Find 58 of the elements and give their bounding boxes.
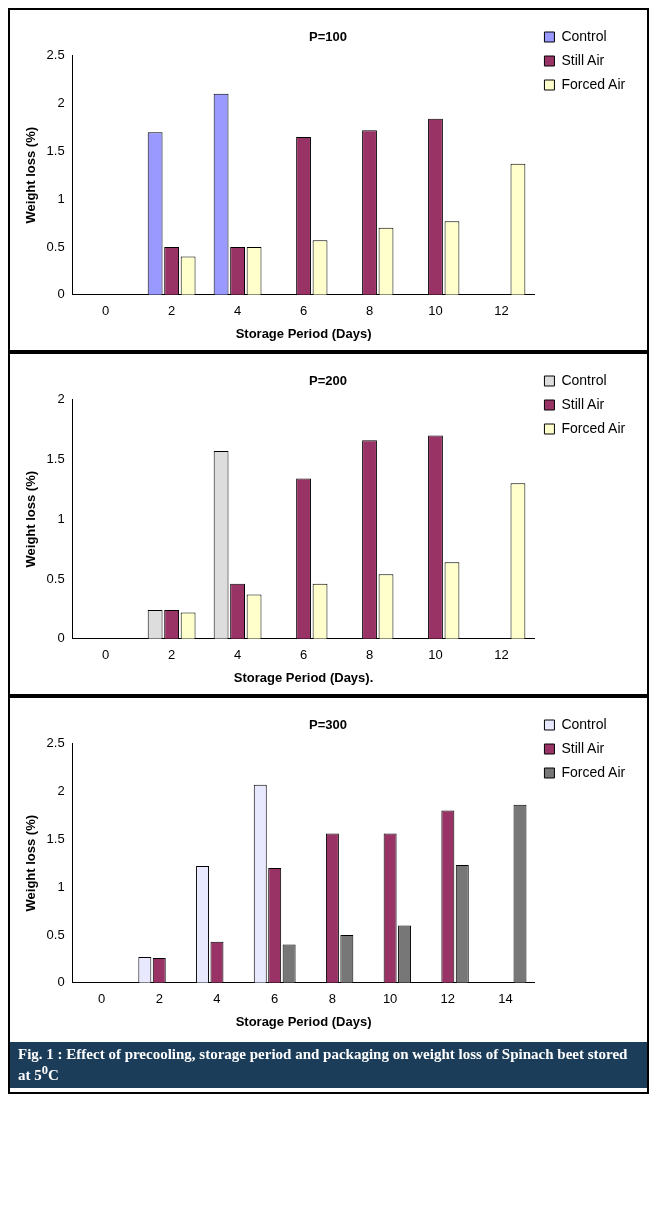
legend-label: Control bbox=[561, 371, 607, 388]
x-tick-label: 6 bbox=[299, 647, 308, 663]
legend-label: Still Air bbox=[561, 51, 605, 68]
x-tick-label: 8 bbox=[365, 303, 374, 319]
y-tick-label: 1.5 bbox=[46, 830, 65, 846]
x-tick-label: 2 bbox=[155, 991, 163, 1007]
legend-label: Forced Air bbox=[561, 763, 626, 780]
y-tick-label: 1.5 bbox=[46, 450, 65, 466]
y-tick-label: 1.5 bbox=[46, 142, 65, 158]
x-tick-label: 2 bbox=[168, 647, 176, 663]
y-tick-label: 2 bbox=[57, 391, 65, 407]
y-axis-title: Weight loss (%) bbox=[23, 814, 39, 912]
x-tick-label: 10 bbox=[382, 991, 398, 1007]
legend-label: Still Air bbox=[561, 739, 605, 756]
x-tick-label: 12 bbox=[494, 303, 509, 319]
y-tick-label: 1 bbox=[57, 878, 65, 894]
y-tick-label: 0.5 bbox=[46, 570, 65, 586]
legend-label: Control bbox=[561, 715, 607, 732]
x-tick-label: 4 bbox=[233, 303, 242, 319]
x-tick-label: 4 bbox=[233, 647, 242, 663]
legend-label: Control bbox=[561, 27, 607, 44]
x-tick-label: 4 bbox=[213, 991, 221, 1007]
x-tick-label: 0 bbox=[97, 991, 106, 1007]
y-tick-label: 0 bbox=[57, 974, 65, 990]
x-axis-title: Storage Period (Days). bbox=[233, 669, 374, 685]
y-tick-label: 2.5 bbox=[46, 47, 65, 63]
caption: Fig. 1 : Effect of precooling, storage period and packaging on weight loss of Spinach beet stored at 5$^{0}$C bbox=[10, 1042, 647, 1088]
chart-title: P=300 bbox=[309, 717, 347, 733]
chart-title: P=200 bbox=[309, 373, 347, 389]
x-tick-label: 8 bbox=[328, 991, 337, 1007]
x-tick-label: 8 bbox=[365, 647, 374, 663]
y-axis-title: Weight loss (%) bbox=[23, 126, 39, 224]
y-tick-label: 0.5 bbox=[46, 238, 65, 254]
x-tick-label: 12 bbox=[494, 647, 509, 663]
y-tick-label: 1 bbox=[57, 510, 65, 526]
legend-label: Still Air bbox=[561, 395, 605, 412]
x-axis-title: Storage Period (Days) bbox=[235, 1013, 372, 1029]
y-tick-label: 2.5 bbox=[46, 735, 65, 751]
y-tick-label: 0 bbox=[57, 630, 65, 646]
x-tick-label: 0 bbox=[102, 303, 110, 319]
chart-title: P=100 bbox=[309, 29, 347, 45]
x-tick-label: 10 bbox=[428, 303, 443, 319]
x-tick-label: 14 bbox=[498, 991, 513, 1007]
x-tick-label: 0 bbox=[102, 647, 110, 663]
x-axis-title: Storage Period (Days) bbox=[235, 325, 372, 341]
x-tick-label: 12 bbox=[440, 991, 456, 1007]
legend-label: Forced Air bbox=[561, 75, 626, 92]
y-tick-label: 0 bbox=[57, 286, 65, 302]
y-tick-label: 1 bbox=[57, 190, 65, 206]
x-tick-label: 10 bbox=[428, 647, 443, 663]
x-tick-label: 6 bbox=[299, 303, 308, 319]
y-axis-title: Weight loss (%) bbox=[23, 470, 39, 568]
legend-label: Forced Air bbox=[561, 419, 626, 436]
x-tick-label: 6 bbox=[271, 991, 279, 1007]
y-tick-label: 0.5 bbox=[46, 926, 65, 942]
y-tick-label: 2 bbox=[57, 95, 65, 111]
y-tick-label: 2 bbox=[57, 783, 65, 799]
x-tick-label: 2 bbox=[168, 303, 176, 319]
